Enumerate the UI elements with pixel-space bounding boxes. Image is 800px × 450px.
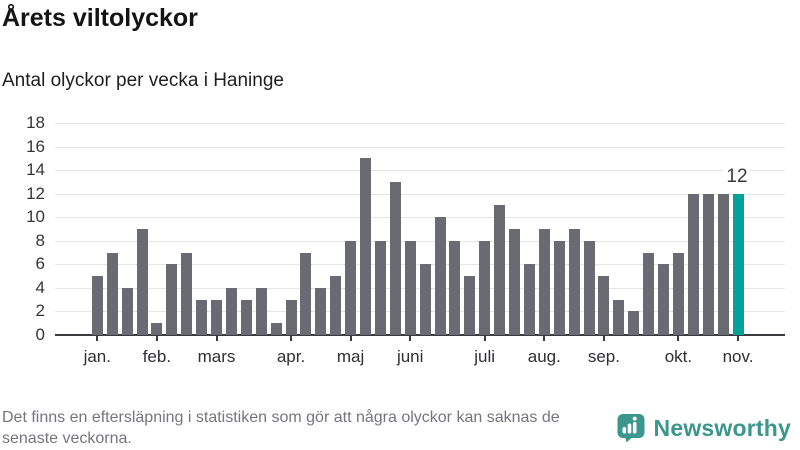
gridline <box>55 146 785 148</box>
bar-chart: 0 2 4 6 8 10 12 14 16 18 12 jan. feb. mars apr. maj juni… <box>26 113 785 366</box>
bar <box>166 264 178 335</box>
x-axis-month-label: juni <box>396 347 424 366</box>
x-axis-tick <box>543 336 546 341</box>
bar <box>315 287 327 335</box>
newsworthy-logo-text: Newsworthy <box>653 414 791 441</box>
footer-note-line: senaste veckorna. <box>2 430 132 447</box>
bar <box>270 323 282 335</box>
y-axis-tick-label: 16 <box>26 136 45 156</box>
y-axis-tick-label: 0 <box>35 325 45 344</box>
bar <box>583 240 595 335</box>
bar <box>672 252 684 335</box>
y-axis-tick-label: 10 <box>26 207 45 227</box>
chart-subtitle: Antal olyckor per vecka i Haninge <box>2 70 284 91</box>
bar <box>523 264 535 335</box>
bar <box>628 311 640 335</box>
bar <box>613 299 625 335</box>
x-axis-month-label: maj <box>336 347 365 366</box>
bar <box>553 240 565 335</box>
newsworthy-logo-icon <box>617 414 645 443</box>
x-axis-tick <box>737 336 739 341</box>
bar <box>360 158 371 335</box>
x-axis-month-label: mars <box>197 347 236 366</box>
bar <box>568 229 580 335</box>
bar <box>434 217 446 335</box>
gridline <box>55 217 785 219</box>
bar <box>538 229 550 335</box>
x-axis-tick <box>349 336 352 341</box>
x-axis-tick <box>290 336 292 341</box>
bar <box>345 240 357 335</box>
x-axis-tick <box>96 336 99 341</box>
bar <box>106 252 118 335</box>
bar <box>330 276 342 335</box>
x-axis-tick <box>215 336 218 341</box>
x-axis-tick <box>409 336 412 341</box>
x-axis-month-label: jan. <box>83 347 111 366</box>
footer-note: Det finns en eftersläpning i statistiken… <box>2 407 560 449</box>
gridline <box>55 193 785 195</box>
bar <box>464 276 476 335</box>
bar <box>643 252 655 335</box>
bar <box>121 287 133 335</box>
bar <box>91 276 103 335</box>
bar <box>374 240 386 335</box>
last-bar-value-label: 12 <box>723 165 751 188</box>
x-axis-line <box>55 334 785 336</box>
bar <box>449 240 461 335</box>
x-axis-month-label: feb. <box>142 347 172 366</box>
bar <box>225 287 237 335</box>
bar <box>285 299 297 335</box>
bar <box>151 323 163 335</box>
x-axis-month-label: juli <box>474 347 496 366</box>
y-axis-tick-label: 4 <box>35 277 45 297</box>
y-axis-tick-label: 8 <box>35 230 45 250</box>
newsworthy-logo: Newsworthy <box>617 413 791 443</box>
bar <box>717 193 729 335</box>
bar <box>389 181 401 335</box>
x-axis-month-label: sep. <box>587 347 620 366</box>
x-axis-month-label: okt. <box>664 347 693 366</box>
bar <box>255 287 267 335</box>
bar <box>419 264 431 335</box>
bar <box>658 264 669 335</box>
bar <box>136 229 148 335</box>
bar <box>211 299 222 335</box>
x-axis-tick <box>677 336 680 341</box>
bar <box>494 205 506 335</box>
bar <box>404 240 416 335</box>
gridline <box>55 240 785 242</box>
footer-note-line: Det finns en eftersläpning i statistiken… <box>2 409 560 426</box>
bar <box>196 299 208 335</box>
page-title: Årets viltolyckor <box>2 4 198 32</box>
bar-highlighted <box>732 193 744 335</box>
x-axis-month-label: aug. <box>527 347 561 366</box>
bar <box>687 193 699 335</box>
bar <box>300 252 312 335</box>
bar <box>509 229 520 335</box>
x-axis-tick <box>602 336 605 341</box>
bar <box>702 193 714 335</box>
x-axis-month-label: apr. <box>276 347 306 366</box>
x-axis-tick <box>155 336 158 341</box>
y-axis-tick-label: 18 <box>26 113 45 132</box>
bar <box>240 299 252 335</box>
bar <box>598 276 610 335</box>
y-axis-tick-label: 14 <box>26 160 45 180</box>
bar <box>181 252 193 335</box>
gridline <box>55 123 785 124</box>
y-axis-tick-label: 12 <box>26 183 45 203</box>
y-axis-tick-label: 2 <box>35 301 45 321</box>
x-axis-month-label: nov. <box>722 347 754 366</box>
y-axis-tick-label: 6 <box>35 254 45 274</box>
gridline <box>55 170 785 172</box>
bar <box>479 240 491 335</box>
x-axis-tick <box>483 336 486 341</box>
